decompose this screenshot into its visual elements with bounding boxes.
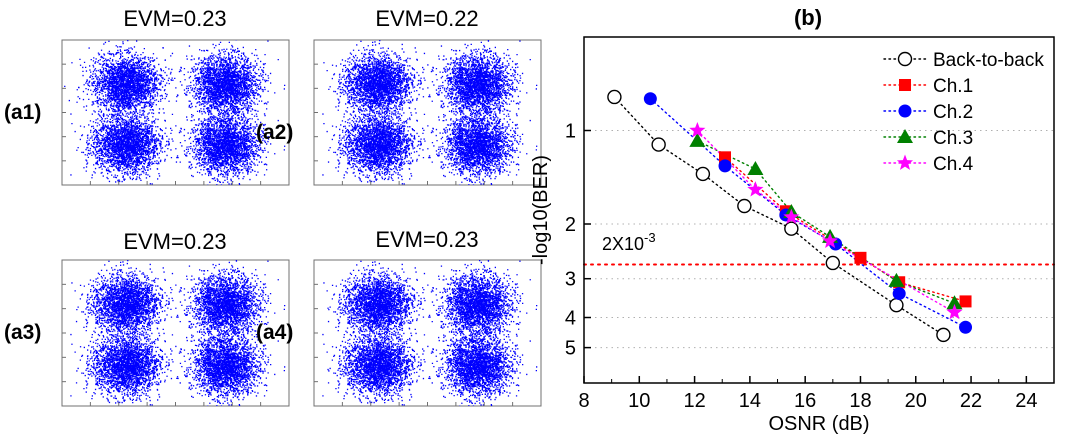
legend-marker: [899, 79, 911, 91]
legend-marker: [898, 104, 912, 118]
data-point: [959, 320, 973, 334]
series-1-markers: [607, 89, 951, 343]
legend-entry: Ch.2: [883, 102, 973, 123]
panel-label: (a1): [4, 101, 41, 124]
legend-marker: [897, 129, 913, 143]
data-point: [892, 287, 906, 301]
panel-label: (a2): [256, 121, 293, 144]
x-tick-label: 10: [628, 390, 650, 412]
y-tick-label: 3: [565, 269, 576, 291]
legend-label: Back-to-back: [933, 50, 1044, 71]
constellation-panel-a1: EVM=0.23 (a1): [4, 6, 290, 186]
legend-label: Ch.3: [933, 128, 973, 149]
series-5-markers: [689, 122, 963, 320]
constellation-title: EVM=0.22: [375, 6, 478, 31]
data-point: [946, 295, 963, 310]
constellation-points: [322, 260, 538, 406]
series-markers: [607, 89, 973, 343]
x-axis-ticks: 8 10 12 14 16 18 20 22 24: [578, 376, 1037, 412]
constellation-title: EVM=0.23: [123, 229, 226, 254]
constellation-panel-a4: EVM=0.23 (a4): [256, 227, 542, 407]
legend-marker: [897, 51, 913, 67]
threshold-label: 2X10-3: [602, 230, 656, 254]
constellation-points: [64, 40, 286, 185]
legend-label: Ch.4: [933, 154, 974, 175]
data-point: [822, 232, 839, 248]
grid-lines: [584, 130, 1054, 349]
constellation-cloud: [70, 260, 286, 406]
data-point: [747, 181, 764, 197]
data-point: [825, 255, 841, 271]
x-tick-label: 18: [849, 390, 871, 412]
x-tick-label: 16: [794, 390, 816, 412]
series-line: [613, 96, 945, 336]
constellation-ticks: [314, 283, 514, 406]
x-tick-label: 22: [960, 390, 982, 412]
data-point: [747, 160, 764, 175]
panel-label: (a3): [4, 321, 41, 344]
data-point: [651, 137, 666, 152]
constellation-panel-a2: EVM=0.22 (a2): [256, 6, 542, 186]
data-point: [783, 208, 800, 224]
x-tick-label: 12: [683, 390, 705, 412]
x-tick-label: 14: [739, 390, 761, 412]
y-axis-ticks: 1 2 3 4 5: [565, 121, 591, 360]
legend-entry: Ch.1: [883, 76, 973, 97]
data-point: [643, 92, 657, 106]
data-point: [959, 295, 972, 308]
constellation-ticks: [62, 63, 262, 185]
constellation-cloud: [64, 40, 286, 185]
data-point: [607, 89, 622, 105]
legend: Back-to-back Ch.1 Ch.2 Ch.3 Ch.4: [883, 50, 1044, 175]
legend-entry: Ch.4: [883, 154, 974, 175]
data-point: [889, 297, 904, 313]
constellation-title: EVM=0.23: [375, 227, 478, 252]
constellation-title: EVM=0.23: [123, 6, 226, 31]
data-point: [689, 122, 706, 138]
constellation-points: [70, 260, 286, 406]
chart-panel-label: (b): [794, 5, 822, 30]
constellation-cloud: [322, 40, 538, 185]
series-line: [724, 156, 967, 303]
data-point: [936, 327, 951, 343]
data-point: [784, 221, 799, 236]
legend-label: Ch.2: [933, 102, 973, 123]
legend-entry: Ch.3: [883, 128, 973, 149]
constellation-cloud: [322, 260, 538, 406]
data-point: [718, 159, 732, 173]
series-line: [696, 129, 956, 314]
data-point: [946, 303, 963, 320]
x-tick-label: 8: [578, 390, 589, 412]
data-point: [888, 272, 905, 287]
data-point: [689, 132, 706, 147]
data-point: [737, 198, 752, 214]
legend-entry: Back-to-back: [883, 50, 1044, 71]
constellation-points: [322, 40, 538, 185]
y-tick-label: 1: [565, 121, 576, 143]
plot-frame: [583, 36, 1055, 384]
constellation-ticks: [62, 283, 262, 406]
x-axis-label: OSNR (dB): [768, 413, 869, 435]
y-tick-label: 2: [565, 214, 576, 236]
panel-label: (a4): [256, 321, 293, 344]
legend-marker: [896, 154, 914, 170]
x-tick-label: 20: [905, 390, 927, 412]
data-point: [854, 251, 867, 264]
constellation-panel-a3: EVM=0.23 (a3): [4, 229, 290, 407]
y-tick-label: 4: [565, 308, 576, 330]
y-axis-label: -log10(BER): [530, 155, 552, 265]
series-line: [696, 140, 956, 304]
y-tick-label: 5: [565, 338, 576, 360]
x-tick-label: 24: [1015, 390, 1037, 412]
data-point: [695, 166, 711, 182]
legend-label: Ch.1: [933, 76, 973, 97]
constellation-ticks: [314, 63, 514, 185]
